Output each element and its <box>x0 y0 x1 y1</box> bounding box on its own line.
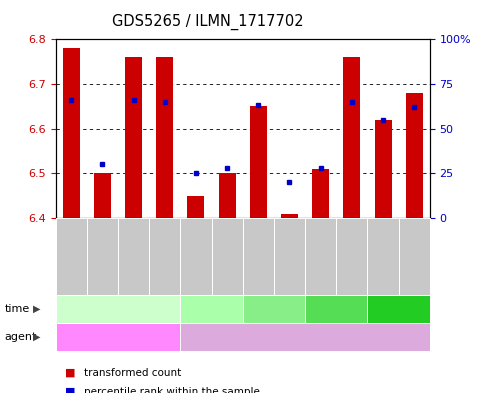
Bar <box>156 57 173 218</box>
Text: GSM1133728: GSM1133728 <box>254 231 263 282</box>
Bar <box>281 214 298 218</box>
Bar <box>94 173 111 218</box>
Text: GSM1133724: GSM1133724 <box>129 231 138 282</box>
Bar <box>406 93 423 218</box>
Text: hour 72: hour 72 <box>380 304 418 314</box>
Text: ▶: ▶ <box>32 332 40 342</box>
Text: hour 48: hour 48 <box>317 304 355 314</box>
Bar <box>312 169 329 218</box>
Bar <box>343 57 360 218</box>
Text: GSM1133731: GSM1133731 <box>347 231 356 282</box>
Text: GSM1133727: GSM1133727 <box>223 231 232 282</box>
Bar <box>187 196 204 218</box>
Bar <box>250 107 267 218</box>
Bar <box>218 173 236 218</box>
Text: hour 12: hour 12 <box>193 304 230 314</box>
Text: GSM1133729: GSM1133729 <box>285 231 294 282</box>
Text: ■: ■ <box>65 387 76 393</box>
Text: mycophenolic acid: mycophenolic acid <box>256 332 354 342</box>
Text: untreated control: untreated control <box>72 332 163 342</box>
Bar <box>63 48 80 218</box>
Text: GSM1133725: GSM1133725 <box>160 231 169 282</box>
Text: GSM1133722: GSM1133722 <box>67 231 76 282</box>
Text: GSM1133730: GSM1133730 <box>316 231 325 282</box>
Text: ■: ■ <box>65 368 76 378</box>
Text: GDS5265 / ILMN_1717702: GDS5265 / ILMN_1717702 <box>112 14 303 30</box>
Text: GSM1133733: GSM1133733 <box>410 231 419 282</box>
Text: GSM1133726: GSM1133726 <box>191 231 200 282</box>
Text: hour 0: hour 0 <box>102 304 134 314</box>
Bar <box>374 120 392 218</box>
Text: transformed count: transformed count <box>84 368 181 378</box>
Text: time: time <box>5 304 30 314</box>
Text: GSM1133723: GSM1133723 <box>98 231 107 282</box>
Text: agent: agent <box>5 332 37 342</box>
Text: hour 24: hour 24 <box>255 304 293 314</box>
Text: ▶: ▶ <box>32 304 40 314</box>
Bar <box>125 57 142 218</box>
Text: GSM1133732: GSM1133732 <box>379 231 387 282</box>
Text: percentile rank within the sample: percentile rank within the sample <box>84 387 259 393</box>
